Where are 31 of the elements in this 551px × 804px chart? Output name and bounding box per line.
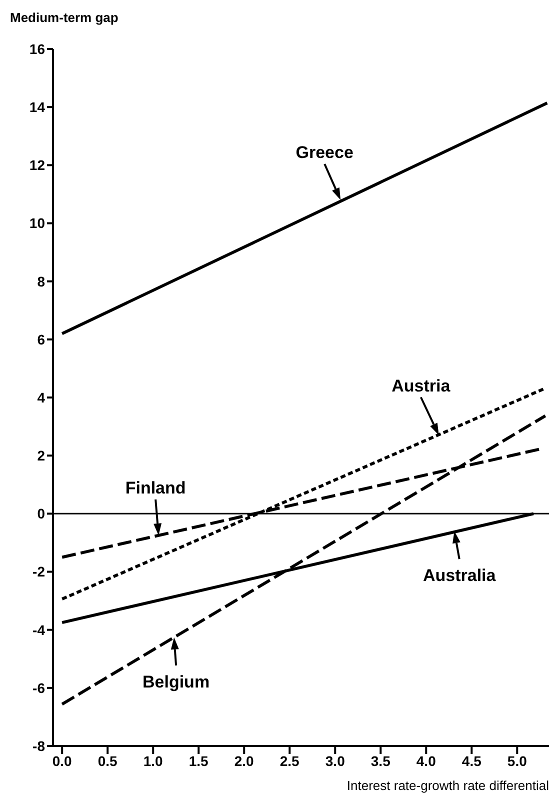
y-tick-label: 16 [29,40,46,57]
y-tick-label: -4 [32,622,46,638]
x-tick-label: 1.5 [188,752,209,769]
x-tick-label: 3.0 [325,752,346,769]
annotation: Australia [422,566,496,586]
annotation: Finland [125,478,186,498]
x-tick-label: 5.0 [507,752,528,769]
x-tick-label: 1.0 [143,752,164,769]
y-tick-label: 8 [37,273,46,290]
annotation: Greece [296,143,354,162]
y-axis-title: Medium-term gap [10,10,118,25]
x-tick-label: 4.5 [462,752,482,769]
y-tick-label: 12 [29,157,46,174]
y-tick-label: 2 [37,448,46,464]
y-tick-label: -2 [32,564,46,580]
y-tick-label: 14 [29,99,46,116]
y-tick-label: 0 [37,506,46,522]
x-tick-label: 2.0 [234,752,254,769]
annotation: Belgium [142,672,210,692]
y-tick-label: 4 [37,389,46,406]
x-axis-title: Interest rate-growth rate differential [346,778,550,793]
y-tick-label: -6 [32,680,46,696]
y-tick-label: 6 [37,331,46,348]
x-tick-label: 4.0 [416,752,436,769]
y-tick-label: 10 [29,215,46,232]
x-tick-label: 2.5 [280,752,300,769]
annotation: Austria [392,376,451,396]
y-tick-label: -8 [32,738,46,754]
x-tick-label: 0.0 [52,752,72,769]
x-tick-label: 0.5 [98,752,118,769]
x-tick-label: 3.5 [370,752,391,769]
